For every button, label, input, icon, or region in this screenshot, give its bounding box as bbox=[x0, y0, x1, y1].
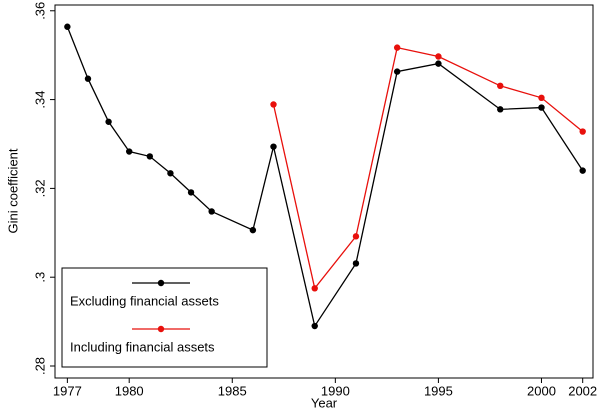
data-point bbox=[105, 118, 112, 125]
data-point bbox=[538, 94, 545, 102]
data-point bbox=[126, 148, 133, 155]
data-point bbox=[579, 167, 586, 174]
data-point bbox=[208, 208, 215, 215]
data-point bbox=[249, 226, 257, 234]
data-point bbox=[579, 128, 586, 135]
data-point bbox=[146, 153, 154, 160]
series-line bbox=[272, 46, 584, 290]
x-tick-label: 2000 bbox=[527, 383, 556, 398]
y-tick-label: .34 bbox=[32, 91, 47, 109]
data-point bbox=[393, 68, 401, 75]
y-tick-label: .36 bbox=[32, 2, 47, 20]
x-tick-label: 1977 bbox=[53, 383, 82, 398]
data-point bbox=[393, 44, 401, 51]
data-point bbox=[167, 170, 174, 177]
x-tick-label: 1990 bbox=[321, 383, 350, 398]
data-point bbox=[311, 285, 318, 292]
data-point bbox=[435, 60, 442, 67]
legend-swatch-marker bbox=[157, 325, 165, 333]
legend-box bbox=[61, 267, 268, 368]
y-axis-label: Gini coefficient bbox=[5, 148, 20, 233]
data-point bbox=[64, 23, 71, 30]
data-point bbox=[435, 53, 442, 60]
data-point bbox=[270, 101, 277, 108]
y-tick-label: .32 bbox=[32, 179, 47, 197]
data-point bbox=[270, 143, 277, 150]
data-point bbox=[187, 189, 195, 196]
legend-label: Excluding financial assets bbox=[70, 293, 219, 308]
x-tick-label: 1985 bbox=[218, 383, 247, 398]
data-point bbox=[538, 104, 545, 111]
data-point bbox=[84, 75, 92, 82]
x-tick-label: 2002 bbox=[568, 383, 597, 398]
x-tick-label: 1995 bbox=[424, 383, 453, 398]
data-point bbox=[311, 322, 318, 330]
plot-frame bbox=[54, 4, 594, 379]
x-tick-label: 1980 bbox=[115, 383, 144, 398]
legend-swatch-marker bbox=[157, 279, 165, 287]
data-point bbox=[497, 82, 504, 90]
data-point bbox=[352, 233, 360, 240]
legend-label: Including financial assets bbox=[70, 339, 215, 354]
y-tick-label: .28 bbox=[32, 357, 47, 375]
data-point bbox=[352, 260, 360, 267]
x-axis-label: Year bbox=[311, 395, 338, 410]
data-point bbox=[497, 106, 504, 113]
y-tick-label: .3 bbox=[32, 272, 47, 283]
